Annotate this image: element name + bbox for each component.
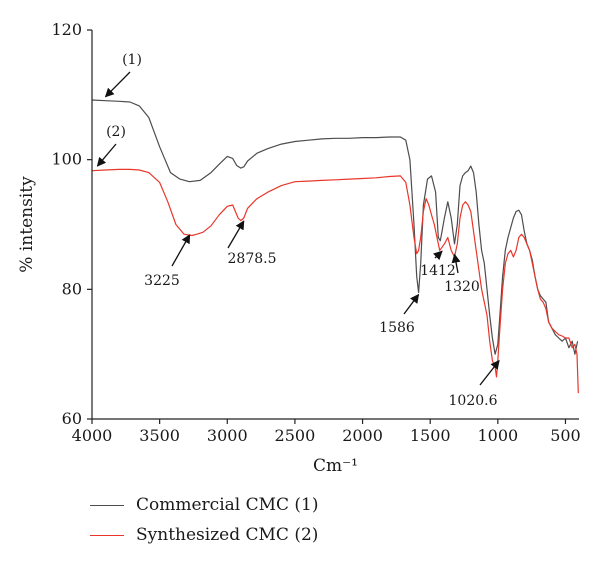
legend: Commercial CMC (1) Synthesized CMC (2) <box>90 490 319 550</box>
annotation-arrow <box>433 250 443 261</box>
annotation-label: 1586 <box>379 320 415 336</box>
x-axis-label: Cm⁻¹ <box>313 456 358 476</box>
annotation-label: 1320 <box>444 279 480 295</box>
y-tick-label: 80 <box>62 279 82 298</box>
x-tick-label: 2500 <box>275 426 316 445</box>
y-axis-label: % intensity <box>17 176 37 273</box>
annotation-arrow <box>96 143 117 167</box>
axes <box>91 30 579 420</box>
annotation-arrow <box>227 220 245 249</box>
annotation-label: (1) <box>122 52 142 68</box>
y-tick-label: 120 <box>51 20 82 39</box>
annotation-label: (2) <box>106 124 126 140</box>
x-tick-label: 2000 <box>342 426 383 445</box>
annotation-arrow <box>403 293 420 315</box>
x-tick-label: 4000 <box>72 426 113 445</box>
y-tick-label: 100 <box>51 150 82 169</box>
x-tick-label: 1500 <box>410 426 451 445</box>
legend-swatch-synthesized <box>90 534 124 536</box>
annotation-arrow <box>451 253 461 274</box>
ftir-chart: 4000 3500 3000 2500 2000 1500 1000 500 60 80 100 12… <box>17 20 581 476</box>
ticks: 4000 3500 3000 2500 2000 1500 1000 500 60 80 100 12… <box>51 20 580 445</box>
annotation-label: 1020.6 <box>449 393 498 409</box>
legend-label-synthesized: Synthesized CMC (2) <box>136 525 319 545</box>
legend-item-commercial: Commercial CMC (1) <box>90 490 319 520</box>
y-tick-label: 60 <box>62 409 82 428</box>
series-lines <box>91 99 579 394</box>
series-line-1 <box>91 99 579 355</box>
x-tick-label: 3500 <box>139 426 180 445</box>
x-tick-label: 3000 <box>207 426 248 445</box>
annotation-label: 1412 <box>420 263 456 279</box>
legend-swatch-commercial <box>90 504 124 506</box>
x-tick-label: 1000 <box>477 426 518 445</box>
annotation-label: 3225 <box>144 273 180 289</box>
annotation-arrow <box>171 234 191 267</box>
legend-item-synthesized: Synthesized CMC (2) <box>90 520 319 550</box>
annotation-arrow <box>104 71 131 98</box>
legend-label-commercial: Commercial CMC (1) <box>136 495 319 515</box>
series-line-2 <box>91 168 579 394</box>
x-tick-label: 500 <box>550 426 581 445</box>
annotation-label: 2878.5 <box>228 251 277 267</box>
annotation-arrow <box>479 359 500 386</box>
